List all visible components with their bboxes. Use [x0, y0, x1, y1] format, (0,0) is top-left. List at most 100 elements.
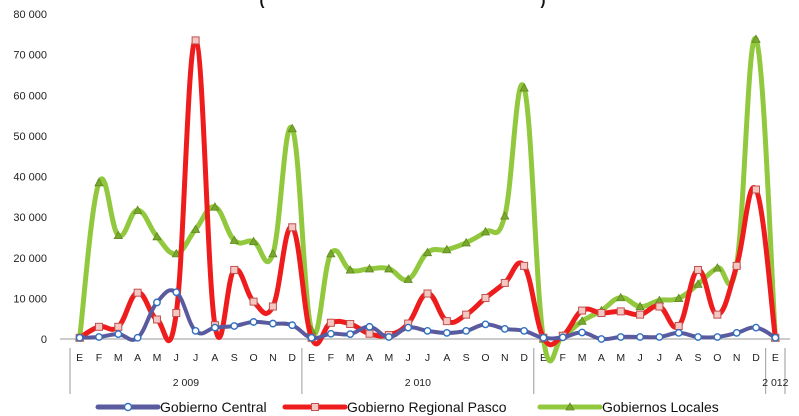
data-point	[463, 311, 470, 318]
x-tick-label: N	[269, 352, 277, 364]
x-tick-label: D	[520, 352, 528, 364]
chart-title-left: (	[260, 0, 265, 9]
data-point	[308, 335, 314, 341]
y-axis: 010 00020 00030 00040 00050 00060 00070 …	[13, 9, 47, 346]
data-point	[656, 334, 662, 340]
data-point	[269, 303, 276, 310]
data-point	[676, 330, 682, 336]
data-point	[617, 308, 624, 315]
legend-label: Gobierno Central	[160, 399, 267, 415]
y-tick-label: 0	[41, 334, 47, 346]
legend-item: Gobierno Central	[98, 399, 267, 415]
data-point	[270, 320, 276, 326]
x-tick-label: E	[772, 352, 779, 364]
data-point	[95, 323, 102, 330]
data-point	[347, 320, 354, 327]
data-point	[482, 294, 489, 301]
data-point	[675, 323, 682, 330]
data-point	[386, 334, 392, 340]
data-point	[328, 331, 334, 337]
data-point	[695, 266, 702, 273]
x-tick-label: M	[153, 352, 162, 364]
data-point	[598, 336, 604, 342]
x-tick-label: N	[733, 352, 741, 364]
x-tick-label: A	[134, 352, 141, 364]
y-tick-label: 50 000	[13, 131, 47, 143]
data-point	[540, 335, 546, 341]
data-point	[443, 318, 450, 325]
data-point	[424, 328, 430, 334]
data-point	[347, 331, 353, 337]
data-point	[579, 329, 585, 335]
data-point	[405, 324, 411, 330]
x-tick-label: D	[752, 352, 760, 364]
data-point	[424, 290, 431, 297]
data-point	[250, 319, 256, 325]
data-point	[714, 334, 720, 340]
x-tick-label: O	[249, 352, 257, 364]
y-tick-label: 70 000	[13, 50, 47, 62]
legend-item: Gobiernos Locales	[540, 399, 719, 415]
x-tick-label: J	[406, 352, 411, 364]
data-point	[134, 289, 141, 296]
data-point	[289, 322, 295, 328]
data-point	[231, 266, 238, 273]
y-tick-label: 30 000	[13, 212, 47, 224]
y-tick-label: 40 000	[13, 172, 47, 184]
data-point	[618, 334, 624, 340]
x-tick-label: M	[114, 352, 123, 364]
y-tick-label: 60 000	[13, 90, 47, 102]
y-tick-label: 10 000	[13, 293, 47, 305]
chart-title-right: )	[541, 0, 546, 9]
data-point	[366, 324, 372, 330]
data-point	[153, 316, 160, 323]
data-point	[366, 330, 373, 337]
x-tick-label: S	[695, 352, 702, 364]
legend: Gobierno Central Gobierno Regional Pasco G…	[98, 399, 719, 415]
series-2	[76, 35, 780, 361]
x-tick-label: J	[637, 352, 642, 364]
x-tick-label: J	[657, 352, 662, 364]
data-point	[753, 324, 759, 330]
x-tick-label: J	[425, 352, 430, 364]
data-point	[76, 335, 82, 341]
data-point	[482, 321, 488, 327]
data-point	[212, 324, 218, 330]
x-tick-label: O	[713, 352, 721, 364]
x-tick-label: J	[174, 352, 179, 364]
data-point	[753, 186, 760, 193]
data-point	[96, 334, 102, 340]
year-label: 2 010	[405, 377, 431, 389]
x-tick-label: F	[328, 352, 334, 364]
data-point	[115, 331, 121, 337]
data-point	[714, 311, 721, 318]
data-point	[560, 334, 566, 340]
x-tick-label: J	[193, 352, 198, 364]
x-tick-label: A	[366, 352, 373, 364]
data-point	[134, 335, 140, 341]
data-point	[154, 299, 160, 305]
x-tick-label: M	[616, 352, 625, 364]
data-point	[502, 326, 508, 332]
data-point	[327, 319, 334, 326]
x-tick-label: A	[675, 352, 682, 364]
data-point	[521, 328, 527, 334]
x-tick-label: E	[76, 352, 83, 364]
data-point	[656, 303, 663, 310]
data-point	[637, 311, 644, 318]
legend-marker	[312, 404, 319, 411]
data-point	[192, 328, 198, 334]
data-point	[250, 298, 257, 305]
x-tick-label: S	[463, 352, 470, 364]
x-tick-label: F	[560, 352, 566, 364]
data-point	[695, 334, 701, 340]
data-point	[115, 323, 122, 330]
data-point	[173, 289, 179, 295]
legend-item: Gobierno Regional Pasco	[285, 399, 507, 415]
data-point	[733, 262, 740, 269]
x-tick-label: O	[481, 352, 489, 364]
x-tick-label: M	[578, 352, 587, 364]
legend-marker	[125, 404, 132, 411]
series-layer	[76, 35, 780, 361]
